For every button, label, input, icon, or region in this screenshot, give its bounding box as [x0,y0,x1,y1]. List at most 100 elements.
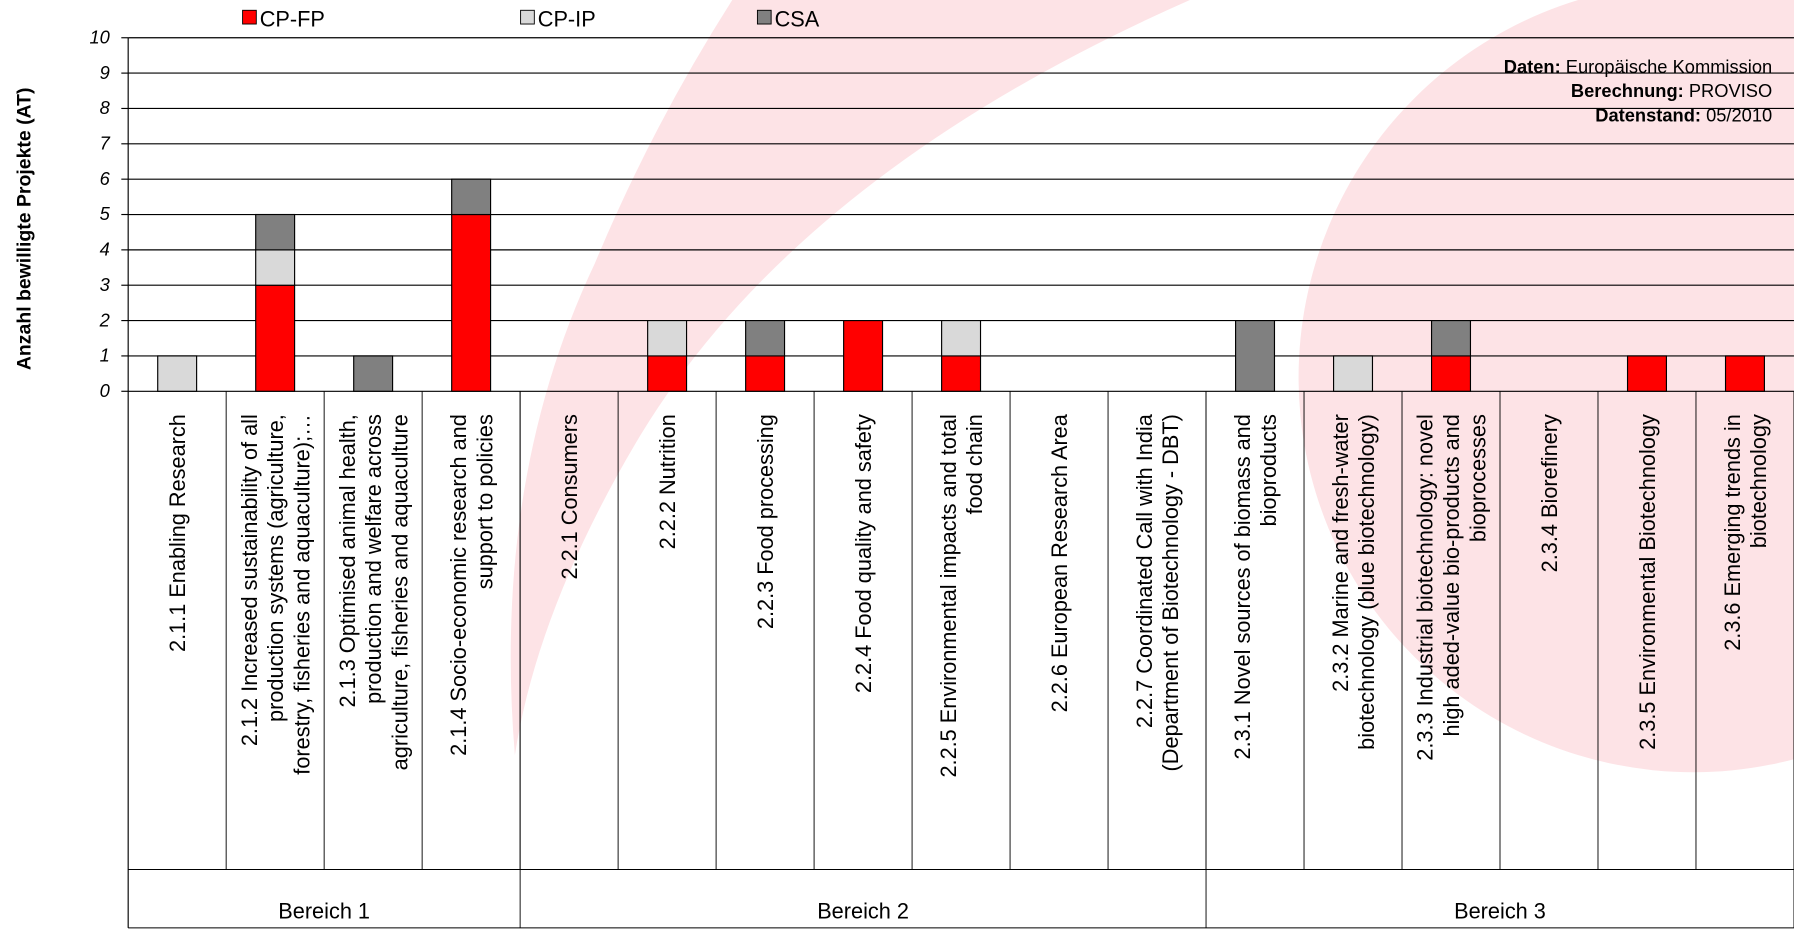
bar-segment [255,249,296,286]
y-tick-label: 7 [100,133,111,154]
bar-segment [1430,320,1472,357]
source-note-text: 05/2010 [1701,104,1772,125]
bar-segment [451,213,492,392]
y-tick-label: 1 [100,345,110,366]
y-tick-label: 6 [100,168,111,189]
x-tick-label-line: 2.2.4 Food quality and safety [851,414,876,693]
x-tick-label-line: 2.2.7 Coordinated Call with India [1132,413,1157,728]
x-tick-label-line: bioproducts [1256,414,1281,526]
x-tick-label: 2.2.7 Coordinated Call with India(Depart… [1132,413,1183,771]
x-tick-label-line: forestry, fisheries and aquaculture);… [289,414,314,775]
x-tick-label: 2.2.2 Nutrition [655,414,680,549]
bar-segment [843,320,884,392]
source-note: Datenstand: 05/2010 [1595,104,1772,125]
x-tick-label: 2.3.6 Emerging trends inbiotechnology [1720,414,1771,651]
y-tick-label: 9 [100,62,110,83]
x-tick-label-line: production systems (agriculture, [263,414,288,722]
source-note-label: Berechnung: [1571,80,1684,101]
x-tick-label-line: bioprocesses [1465,414,1490,542]
bar-segment [157,355,198,392]
decor-circle [1298,0,1794,773]
bar-segment [647,355,688,392]
x-tick-label-line: 2.2.6 European Research Area [1047,413,1072,712]
x-tick-label-line: agriculture, fisheries and aquaculture [387,414,412,770]
y-tick-label: 3 [100,274,111,295]
x-tick-label-line: 2.3.3 Industrial biotechnology: novel [1413,414,1438,761]
source-note-label: Datenstand: [1595,104,1701,125]
bar-segment [1626,355,1668,392]
x-tick-label-line: (Department of Biotechnology - DBT) [1158,414,1183,771]
y-tick-label: 0 [100,380,111,401]
x-tick-label-line: biotechnology [1746,414,1771,548]
x-tick-label-line: 2.1.2 Increased sustainability of all [237,414,262,746]
x-tick-label-line: high aded-value bio-products and [1439,414,1464,736]
x-tick-label: 2.2.1 Consumers [557,414,582,580]
x-tick-label-line: 2.3.2 Marine and fresh-water [1328,414,1353,692]
x-tick-label-line: support to policies [472,414,497,589]
group-label: Bereich 3 [1454,899,1546,924]
x-tick-label-line: 2.3.6 Emerging trends in [1720,414,1745,651]
source-note: Daten: Europäische Kommission [1504,56,1772,77]
bar-segment [1235,320,1276,392]
x-tick-label: 2.3.3 Industrial biotechnology: novelhig… [1413,414,1491,761]
x-tick-label-line: biotechnology (blue biotechnology) [1354,414,1379,750]
bar-segment [451,178,492,216]
bar-segment [255,213,296,251]
legend-swatch [242,9,257,25]
x-tick-label: 2.2.5 Environmental impacts and totalfoo… [936,414,987,777]
x-tick-label-line: 2.1.4 Socio-economic research and [446,414,471,756]
x-tick-label: 2.2.3 Food processing [753,414,778,629]
x-tick-label: 2.3.4 Biorefinery [1537,414,1562,572]
bar-segment [647,320,688,357]
source-note-label: Daten: [1504,56,1561,77]
y-tick-label: 5 [100,203,111,224]
x-tick-label-line: 2.3.4 Biorefinery [1537,414,1562,572]
bar-segment [1724,355,1765,392]
x-tick-label: 2.2.4 Food quality and safety [851,414,876,693]
x-tick-label-line: 2.3.5 Environmental Biotechnology [1635,414,1660,750]
legend-swatch [520,9,535,25]
bar-segment [353,355,394,392]
x-tick-label-line: 2.3.1 Novel sources of biomass and [1230,414,1255,759]
x-tick-label: 2.1.4 Socio-economic research andsupport… [446,414,497,756]
bar-segment [941,320,982,357]
legend-label: CP-FP [260,6,325,31]
x-tick-label-line: 2.1.1 Enabling Research [165,414,190,652]
bar-segment [941,355,982,392]
x-tick-label-line: 2.1.3 Optimised animal health, [335,414,360,707]
source-note-text: PROVISO [1684,80,1772,101]
bar-segment [1430,355,1472,392]
decor-swoosh [510,0,1190,756]
group-label: Bereich 2 [817,899,909,924]
legend-swatch [756,9,772,25]
bar-segment [255,284,296,392]
x-tick-label: 2.1.1 Enabling Research [165,414,190,652]
x-tick-label-line: 2.2.5 Environmental impacts and total [936,414,961,777]
x-tick-label: 2.3.2 Marine and fresh-waterbiotechnolog… [1328,414,1379,750]
x-tick-label: 2.3.1 Novel sources of biomass andbiopro… [1230,414,1281,759]
x-tick-label-line: 2.2.1 Consumers [557,414,582,580]
group-label: Bereich 1 [278,899,370,924]
y-axis-title: Anzahl bewilligte Projekte (AT) [13,88,35,371]
bar-segment [745,355,786,392]
x-tick-label: 2.2.6 European Research Area [1047,413,1072,712]
background-decoration [510,0,1794,773]
x-tick-label-line: production and welfare across [361,414,386,704]
x-tick-label: 2.1.2 Increased sustainability of allpro… [237,414,315,775]
bar-segment [1332,355,1374,392]
source-note: Berechnung: PROVISO [1571,80,1772,101]
source-note-text: Europäische Kommission [1561,56,1773,77]
x-tick-label-line: 2.2.3 Food processing [753,414,778,629]
y-tick-label: 4 [100,239,110,260]
x-tick-label: 2.1.3 Optimised animal health,production… [335,414,413,770]
x-tick-label-line: 2.2.2 Nutrition [655,414,680,549]
legend-label: CSA [775,6,820,31]
x-tick-label-line: food chain [962,414,987,514]
bar-segment [745,320,786,357]
y-tick-label: 2 [99,309,110,330]
legend-label: CP-IP [538,6,596,31]
y-tick-label: 8 [100,97,111,118]
y-tick-label: 10 [90,26,111,47]
